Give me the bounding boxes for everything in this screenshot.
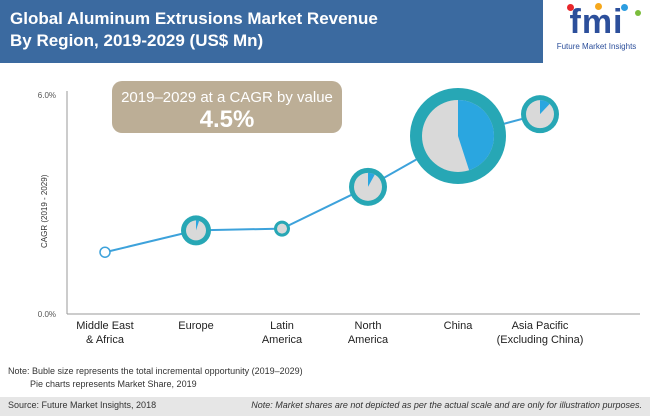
cagr-callout: 2019–2029 at a CAGR by value 4.5%	[112, 81, 342, 133]
disclaimer-text: Note: Market shares are not depicted as …	[251, 400, 642, 410]
bubble-0	[99, 246, 111, 258]
x-tick-label-line: Latin	[270, 320, 294, 332]
chart-title: Global Aluminum Extrusions Market Revenu…	[10, 8, 450, 52]
x-tick-label-line: Europe	[178, 320, 213, 332]
pie-base	[277, 223, 287, 234]
x-tick-label-4: China	[444, 320, 474, 332]
x-tick-label-line: & Africa	[86, 334, 125, 346]
logo-subtitle: Future Market Insights	[556, 42, 637, 51]
y-tick-min: 0.0%	[38, 310, 56, 319]
x-tick-label-3: North America	[348, 320, 389, 346]
callout-box	[112, 81, 342, 133]
callout-value: 4.5%	[200, 106, 255, 133]
x-tick-label-line: (Excluding China)	[497, 334, 584, 346]
logo-dot-orange	[595, 3, 602, 10]
series-layer	[99, 87, 559, 258]
bubble-2	[274, 220, 290, 237]
x-tick-label-2: Latin America	[262, 320, 303, 346]
y-axis-label: CAGR (2019 - 2029)	[40, 174, 49, 248]
source-text: Source: Future Market Insights, 2018	[8, 400, 157, 410]
bubble-5	[521, 95, 559, 134]
pie-share-slice	[368, 172, 375, 187]
x-tick-label-5: Asia Pacific (Excluding China)	[497, 320, 584, 346]
footer-bar: Source: Future Market Insights, 2018 Not…	[0, 397, 650, 416]
pie-base	[526, 100, 554, 129]
pie-base	[354, 172, 382, 201]
pie-share-slice	[196, 220, 200, 231]
x-tick-label-1: Europe	[178, 320, 213, 332]
logo-dot-green	[635, 10, 641, 16]
x-tick-label-line: North	[355, 320, 382, 332]
note-bubble-size: Note: Buble size represents the total in…	[8, 366, 303, 376]
y-tick-max: 6.0%	[38, 91, 56, 100]
note-pie-charts: Pie charts represents Market Share, 2019	[30, 379, 197, 389]
logo-dot-blue	[621, 4, 628, 11]
title-line-2: By Region, 2019-2029 (US$ Mn)	[10, 31, 264, 50]
fmi-logo: fmi Future Market Insights	[543, 0, 650, 63]
x-tick-label-line: Middle East	[76, 320, 133, 332]
pie-share-slice	[458, 99, 494, 171]
header-banner: Global Aluminum Extrusions Market Revenu…	[0, 0, 650, 63]
bubble-4	[410, 87, 506, 184]
bubble-3	[349, 167, 387, 206]
callout-subtitle: 2019–2029 at a CAGR by value	[121, 89, 333, 106]
logo-wordmark: fmi	[569, 3, 624, 41]
x-tick-label-line: China	[444, 320, 474, 332]
pie-share-slice	[540, 100, 550, 115]
x-tick-label-0: Middle East & Africa	[76, 320, 133, 346]
bubble-chart: 6.0% 0.0% CAGR (2019 - 2029) 2019–2029 a…	[38, 81, 640, 346]
bubble-1	[181, 215, 211, 246]
x-tick-label-line: America	[262, 334, 303, 346]
x-tick-label-line: Asia Pacific	[512, 320, 569, 332]
logo-dot-red	[567, 4, 574, 11]
title-line-1: Global Aluminum Extrusions Market Revenu…	[10, 9, 378, 28]
data-point	[99, 246, 111, 258]
x-tick-label-line: America	[348, 334, 389, 346]
